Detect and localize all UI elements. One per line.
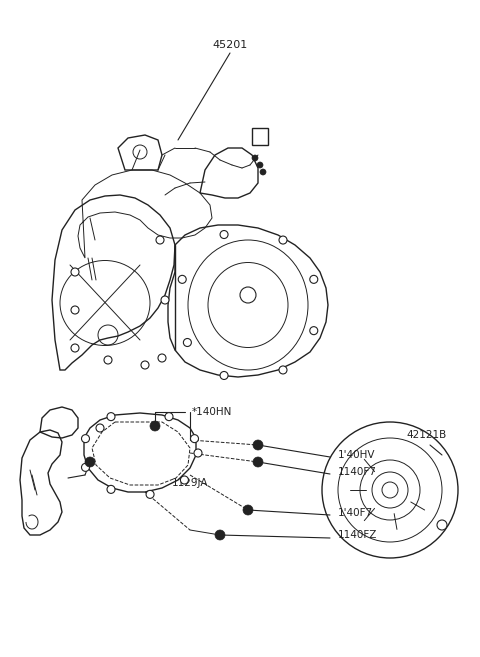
- Text: *140HN: *140HN: [192, 407, 232, 417]
- Circle shape: [107, 486, 115, 493]
- Circle shape: [437, 520, 447, 530]
- Circle shape: [107, 413, 115, 420]
- Circle shape: [71, 306, 79, 314]
- Text: 1'40HV: 1'40HV: [338, 450, 375, 460]
- Circle shape: [310, 275, 318, 283]
- Circle shape: [194, 449, 202, 457]
- Circle shape: [82, 463, 89, 471]
- Text: 42121B: 42121B: [406, 430, 446, 440]
- Circle shape: [156, 236, 164, 244]
- Circle shape: [141, 361, 149, 369]
- Circle shape: [253, 440, 263, 450]
- Circle shape: [183, 338, 192, 346]
- Circle shape: [279, 366, 287, 374]
- Text: 1'40F7: 1'40F7: [338, 508, 373, 518]
- Circle shape: [104, 356, 112, 364]
- Circle shape: [146, 490, 154, 499]
- Circle shape: [220, 231, 228, 238]
- Circle shape: [161, 296, 169, 304]
- Circle shape: [253, 457, 263, 467]
- Circle shape: [71, 268, 79, 276]
- Circle shape: [82, 435, 89, 443]
- Circle shape: [260, 169, 266, 175]
- Text: 45201: 45201: [212, 40, 248, 50]
- Circle shape: [310, 327, 318, 334]
- Text: 1140F7: 1140F7: [338, 467, 377, 477]
- Circle shape: [257, 162, 263, 168]
- Circle shape: [191, 435, 199, 443]
- Text: 1140FZ: 1140FZ: [338, 530, 377, 540]
- Circle shape: [165, 413, 173, 420]
- Circle shape: [252, 155, 258, 161]
- Circle shape: [150, 421, 160, 431]
- Circle shape: [96, 424, 104, 432]
- Text: 1129JA: 1129JA: [172, 478, 208, 488]
- Circle shape: [178, 275, 186, 283]
- Circle shape: [85, 457, 95, 467]
- Circle shape: [215, 530, 225, 540]
- Circle shape: [243, 505, 253, 515]
- Circle shape: [71, 344, 79, 352]
- Circle shape: [158, 354, 166, 362]
- Circle shape: [240, 287, 256, 303]
- Circle shape: [180, 476, 189, 484]
- Circle shape: [220, 371, 228, 380]
- Circle shape: [279, 236, 287, 244]
